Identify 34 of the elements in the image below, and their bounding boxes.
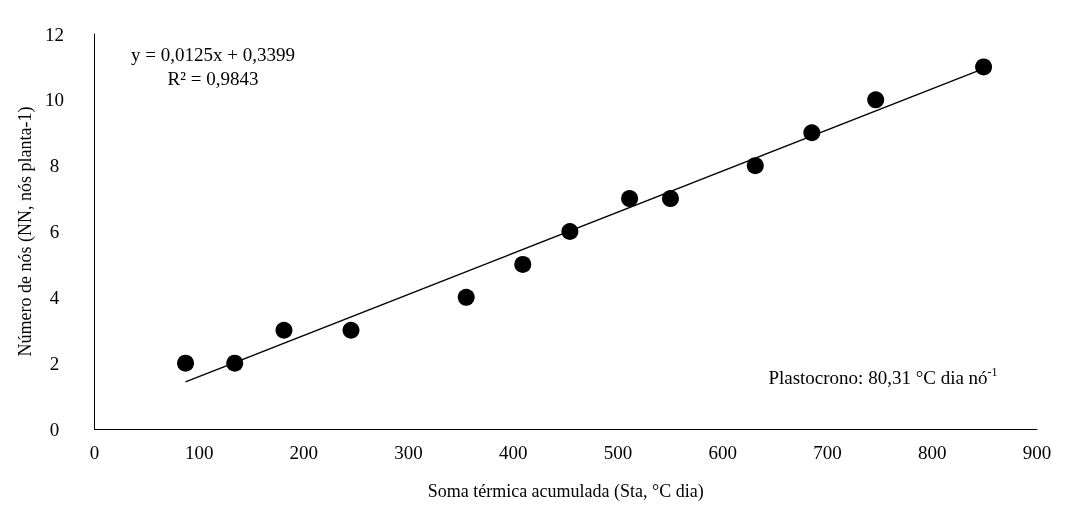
x-tick-label: 400 [499, 442, 528, 463]
y-tick-label: 8 [49, 155, 60, 177]
y-axis-title: Número de nós (NN, nós planta-1) [15, 106, 36, 357]
y-tick-label: 0 [49, 418, 60, 440]
y-tick-label: 6 [49, 221, 60, 242]
point [803, 124, 821, 142]
annotation: y = 0,0125x + 0,3399 [131, 44, 295, 65]
x-tick-label: 100 [184, 442, 214, 463]
x-tick-label: 200 [289, 442, 319, 463]
y-tick-label: 4 [49, 286, 60, 308]
point [275, 321, 293, 339]
point [746, 157, 764, 175]
y-tick-label: 12 [44, 23, 64, 45]
y-tick-label: 2 [49, 352, 60, 374]
point [514, 255, 532, 273]
x-tick-label: 900 [1022, 442, 1052, 463]
point [621, 190, 639, 208]
point [226, 354, 244, 372]
point [342, 321, 360, 339]
x-tick-label: 300 [394, 442, 423, 463]
x-tick-label: 500 [603, 442, 633, 463]
point [177, 354, 195, 372]
y-tick-label: 10 [44, 89, 64, 111]
point [661, 190, 679, 208]
point [867, 91, 885, 109]
point [561, 223, 579, 240]
x-tick-label: 0 [89, 442, 100, 463]
annotation: R² = 0,9843 [167, 68, 259, 89]
x-tick-label: 700 [813, 442, 842, 463]
x-tick-label: 600 [708, 442, 738, 463]
point [457, 288, 475, 306]
point [975, 58, 993, 76]
x-tick-label: 800 [918, 442, 947, 463]
x-axis-title: Soma térmica acumulada (Sta, °C dia) [427, 481, 704, 502]
